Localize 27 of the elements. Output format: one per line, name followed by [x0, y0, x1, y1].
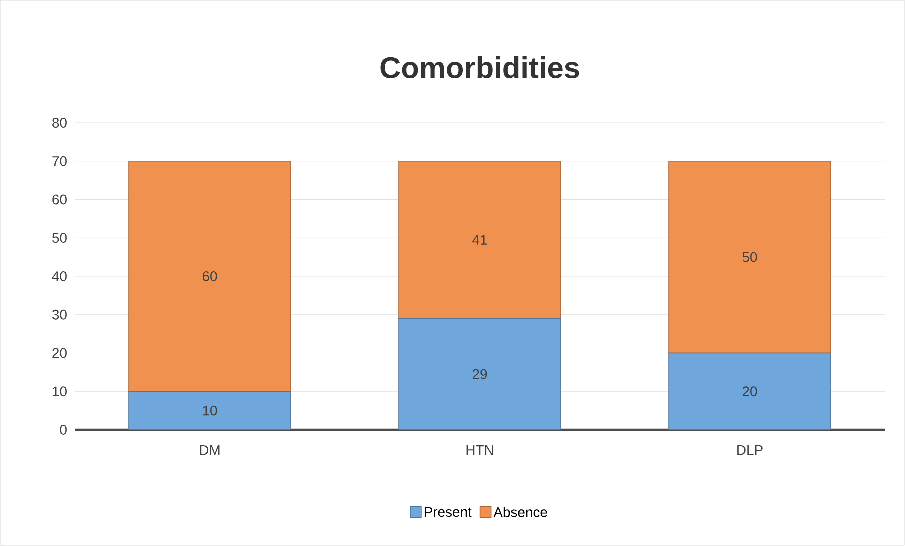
- data-label: 20: [742, 386, 758, 397]
- bar: [128, 391, 292, 430]
- y-tick-label: 50: [52, 233, 67, 244]
- chart-title: Comorbidities: [380, 56, 580, 79]
- y-tick-label: 10: [53, 386, 67, 397]
- y-tick-label: 80: [52, 118, 67, 128]
- data-label: 29: [472, 369, 488, 380]
- data-label: 60: [202, 272, 218, 282]
- y-tick-label: 40: [52, 272, 67, 282]
- y-tick-label: 60: [52, 194, 67, 205]
- bar: [398, 160, 562, 320]
- legend-label: Present: [424, 507, 472, 518]
- x-tick-label: DLP: [738, 446, 763, 456]
- bar: [668, 160, 832, 354]
- x-tick-label: DM: [200, 446, 220, 456]
- y-tick-label: 70: [52, 156, 67, 166]
- data-label: 50: [742, 252, 758, 262]
- y-tick-label: 20: [52, 348, 67, 358]
- data-label: 10: [203, 406, 218, 416]
- data-label: 41: [472, 235, 488, 245]
- bar: [128, 160, 292, 392]
- y-tick-label: 0: [60, 425, 67, 435]
- bar: [398, 318, 562, 430]
- legend-label: Absence: [494, 507, 548, 518]
- y-tick-label: 30: [52, 310, 67, 320]
- x-tick-label: HTN: [466, 446, 494, 456]
- bar: [668, 352, 832, 430]
